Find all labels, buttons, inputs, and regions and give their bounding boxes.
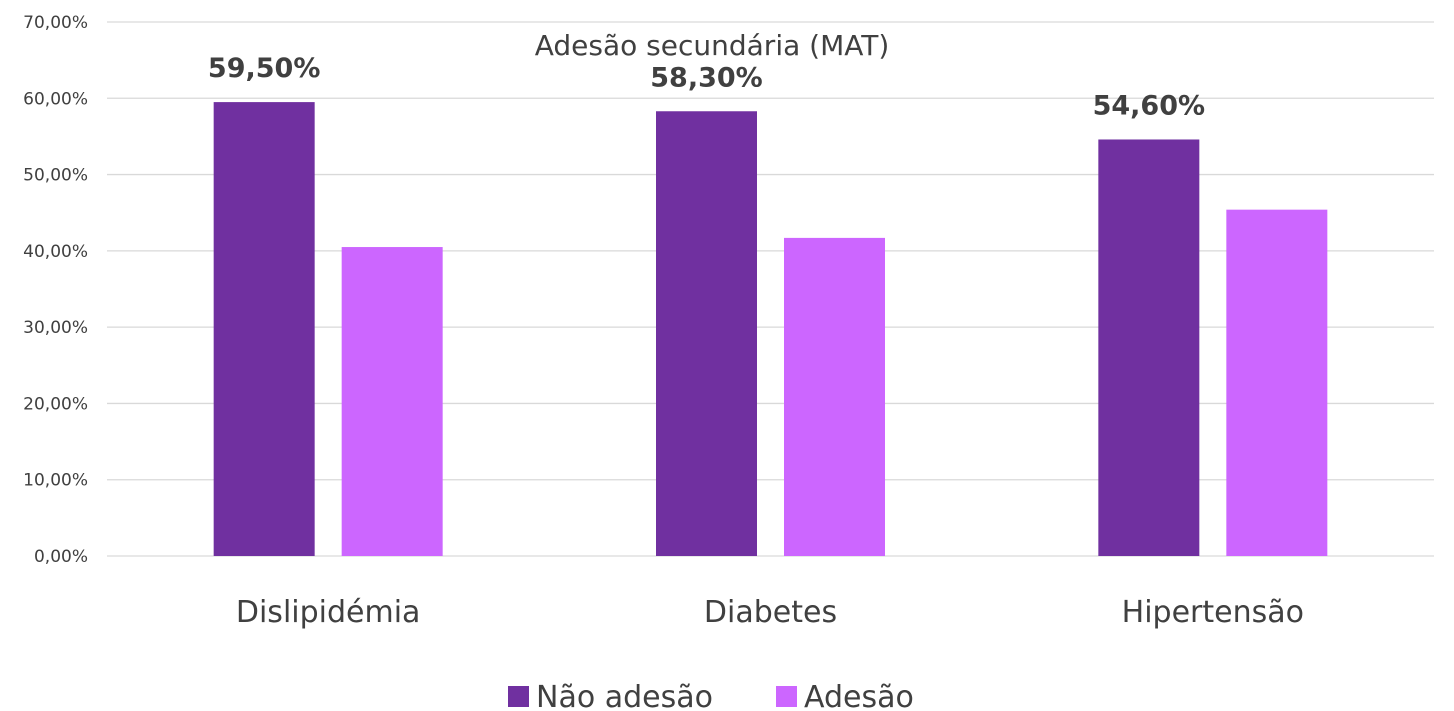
category-label: Hipertensão xyxy=(1122,595,1304,630)
y-tick-label: 20,00% xyxy=(23,394,88,414)
y-tick-label: 30,00% xyxy=(23,318,88,338)
data-labels: 59,50% 58,30% 54,60% xyxy=(208,53,1205,121)
data-label: 59,50% xyxy=(208,53,320,84)
y-tick-label: 40,00% xyxy=(23,242,88,262)
y-tick-label: 70,00% xyxy=(23,13,88,33)
y-tick-label: 0,00% xyxy=(34,547,88,567)
legend-label: Adesão xyxy=(804,680,914,711)
data-label: 58,30% xyxy=(650,62,762,93)
chart-title: Adesão secundária (MAT) xyxy=(535,29,890,62)
bar-nao-adesao xyxy=(213,102,315,556)
legend-label: Não adesão xyxy=(536,680,713,711)
y-tick-label: 60,00% xyxy=(23,89,88,109)
legend-swatch xyxy=(776,686,797,707)
y-tick-label: 50,00% xyxy=(23,166,88,186)
bar-nao-adesao xyxy=(656,111,757,557)
bar-adesao xyxy=(341,247,443,557)
category-label: Diabetes xyxy=(704,595,837,630)
category-label: Dislipidémia xyxy=(236,595,421,630)
bar-adesao xyxy=(784,237,885,557)
bar-nao-adesao xyxy=(1098,139,1200,557)
y-tick-label: 10,00% xyxy=(23,471,88,491)
legend: Não adesão Adesão xyxy=(508,680,914,711)
x-axis-categories: Dislipidémia Diabetes Hipertensão xyxy=(236,595,1304,630)
y-axis-ticks: 0,00% 10,00% 20,00% 30,00% 40,00% 50,00% 60,00… xyxy=(23,13,88,567)
data-label: 54,60% xyxy=(1093,90,1205,121)
gridlines xyxy=(107,21,1434,557)
legend-swatch xyxy=(508,686,529,707)
bars xyxy=(213,102,1328,557)
bar-adesao xyxy=(1226,209,1328,557)
